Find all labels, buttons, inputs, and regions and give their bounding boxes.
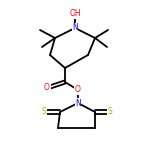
Text: S: S [42, 108, 46, 117]
Text: N: N [75, 99, 81, 108]
Text: N: N [72, 24, 78, 33]
Text: O: O [44, 84, 50, 93]
Text: OH: OH [69, 9, 81, 18]
Text: S: S [108, 108, 112, 117]
Text: O: O [75, 85, 81, 94]
